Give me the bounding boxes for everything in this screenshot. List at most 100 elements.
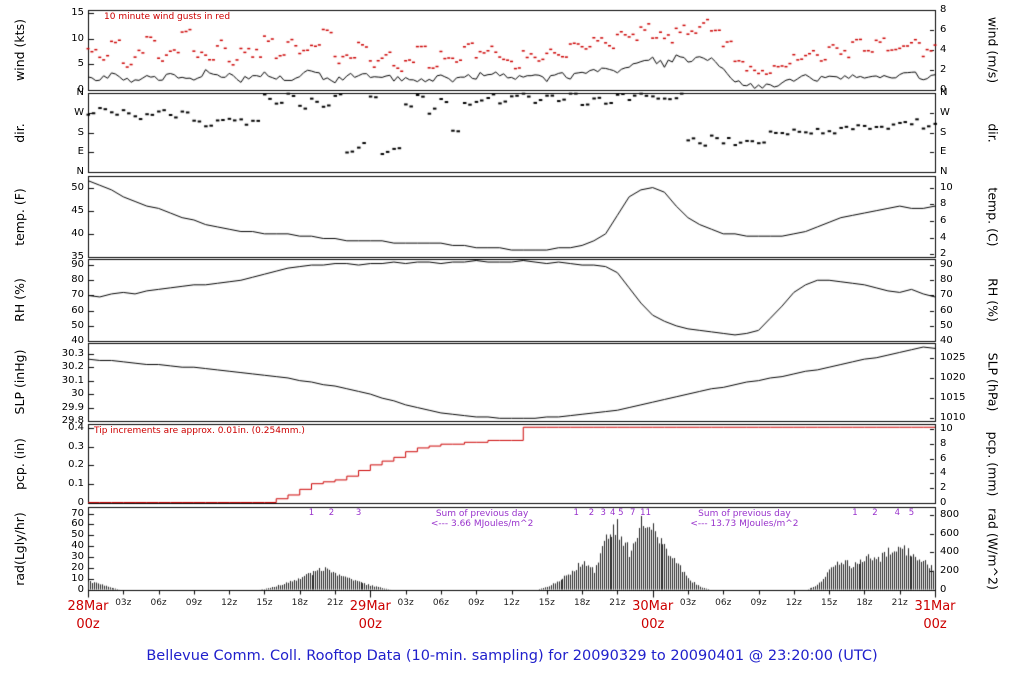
tick-label-right-temp: 8 bbox=[940, 198, 947, 210]
rad-sum-annotation-line2: <--- 3.66 MJoules/m^2 bbox=[430, 519, 534, 529]
tick-label-right-rh: 40 bbox=[940, 335, 953, 346]
tick-label-left-rh: 80 bbox=[71, 274, 84, 286]
tick-label-left-rad: 30 bbox=[71, 551, 84, 563]
tick-label-right-dir: S bbox=[940, 126, 947, 138]
rad-hour-marker: 2 bbox=[328, 508, 335, 518]
tick-label-left-pcp: 0.1 bbox=[68, 478, 84, 490]
rad-hour-marker: 7 bbox=[629, 508, 636, 518]
tick-label-left-pcp: 0.4 bbox=[68, 421, 84, 433]
tick-label-left-rh: 40 bbox=[71, 335, 84, 346]
tick-label-right-wind: 8 bbox=[940, 4, 947, 16]
x-tick-label: 15z bbox=[821, 598, 838, 608]
tick-label-left-pcp: 0.3 bbox=[68, 440, 84, 452]
tick-label-right-temp: 4 bbox=[940, 231, 947, 243]
rad-hour-marker: 5 bbox=[618, 508, 624, 518]
tick-label-left-rad: 40 bbox=[71, 540, 84, 552]
tick-label-left-temp: 50 bbox=[71, 181, 84, 193]
x-tick-label: 06z bbox=[715, 598, 732, 608]
tick-label-right-wind: 0 bbox=[940, 84, 947, 95]
tick-label-left-temp: 35 bbox=[71, 251, 84, 262]
axis-title-left-rad: rad(Lgly/hr) bbox=[11, 511, 27, 586]
tick-label-right-dir: E bbox=[940, 146, 947, 158]
tick-label-right-slp: 1020 bbox=[940, 371, 966, 383]
tick-label-right-wind: 2 bbox=[940, 64, 947, 76]
x-day-label-date: 31Mar bbox=[914, 599, 956, 614]
rad-sum-annotation-line1: Sum of previous day bbox=[435, 509, 529, 519]
x-tick-label: 03z bbox=[679, 598, 697, 608]
x-tick-label: 21z bbox=[609, 598, 626, 608]
rad-hour-marker: 1 bbox=[573, 508, 579, 518]
tick-label-left-rad: 70 bbox=[71, 507, 84, 519]
x-tick-label: 12z bbox=[785, 598, 802, 608]
tick-label-right-dir: W bbox=[940, 106, 950, 118]
tick-label-right-pcp: 10 bbox=[940, 422, 953, 434]
rad-hour-marker: 1 bbox=[308, 508, 315, 518]
axis-title-left-temp: temp. (F) bbox=[11, 187, 27, 246]
tick-label-left-dir: E bbox=[77, 146, 84, 158]
tick-label-left-temp: 45 bbox=[71, 204, 84, 216]
tick-label-left-rad: 50 bbox=[71, 529, 84, 541]
tick-label-left-dir: N bbox=[76, 166, 84, 177]
axis-title-right-pcp: pcp. (mm) bbox=[985, 431, 1001, 496]
x-tick-label: 21z bbox=[326, 598, 344, 608]
axis-title-right-wind: wind (m/s) bbox=[985, 16, 1001, 84]
tick-label-right-wind: 4 bbox=[940, 44, 947, 56]
tick-label-left-dir: N bbox=[76, 87, 84, 98]
rad-hour-marker: 1 bbox=[852, 508, 858, 518]
panel-note-wind: 10 minute wind gusts in red bbox=[104, 12, 231, 22]
axis-title-right-temp: temp. (C) bbox=[985, 186, 1001, 247]
tick-label-left-pcp: 0.2 bbox=[68, 459, 84, 471]
tick-label-left-slp: 30 bbox=[71, 388, 84, 400]
x-tick-label: 18z bbox=[573, 598, 591, 608]
rad-sum-annotation-line2: <--- 13.73 MJoules/m^2 bbox=[690, 519, 799, 529]
tick-label-right-wind: 6 bbox=[940, 24, 947, 36]
axis-title-right-rad: rad (W/m^2) bbox=[985, 507, 1001, 590]
axis-title-right-slp: SLP (hPa) bbox=[985, 352, 1001, 412]
tick-label-left-rh: 60 bbox=[71, 304, 84, 316]
axis-title-left-dir: dir. bbox=[11, 122, 27, 143]
x-tick-label: 03z bbox=[397, 598, 414, 608]
tick-label-left-slp: 29.8 bbox=[61, 415, 84, 426]
x-day-label-time: 00z bbox=[358, 617, 383, 632]
tick-label-right-rad: 600 bbox=[940, 527, 960, 539]
tick-label-left-rh: 70 bbox=[71, 289, 84, 301]
axis-title-left-slp: SLP (inHg) bbox=[11, 349, 27, 415]
x-day-label-time: 00z bbox=[640, 617, 665, 632]
tick-label-right-dir: N bbox=[940, 87, 948, 98]
x-tick-label: 21z bbox=[891, 598, 908, 608]
figure-caption: Bellevue Comm. Coll. Rooftop Data (10-mi… bbox=[146, 648, 878, 664]
panel-note-pcp: Tip increments are approx. 0.01in. (0.25… bbox=[94, 426, 305, 436]
tick-label-right-pcp: 4 bbox=[940, 467, 947, 479]
tick-label-left-rad: 10 bbox=[71, 573, 84, 585]
tick-label-left-wind: 5 bbox=[77, 58, 84, 70]
tick-label-right-temp: 10 bbox=[940, 181, 953, 193]
x-tick-label: 06z bbox=[432, 598, 449, 608]
x-tick-label: 09z bbox=[750, 598, 767, 608]
rad-hour-marker: 4 bbox=[894, 508, 901, 518]
tick-label-left-temp: 40 bbox=[71, 227, 84, 239]
rad-sum-annotation-line1: Sum of previous day bbox=[698, 509, 791, 519]
tick-label-right-rh: 50 bbox=[940, 319, 953, 331]
x-tick-label: 15z bbox=[538, 598, 555, 608]
tick-label-left-slp: 30.3 bbox=[61, 347, 84, 359]
axis-title-right-dir: dir. bbox=[985, 122, 1001, 143]
tick-label-right-slp: 1015 bbox=[940, 391, 966, 403]
x-day-label-time: 00z bbox=[923, 617, 947, 632]
tick-label-right-rh: 70 bbox=[940, 289, 953, 301]
rad-hour-marker: 2 bbox=[588, 508, 595, 518]
x-day-label-time: 00z bbox=[76, 617, 100, 632]
rad-hour-marker: 4 bbox=[609, 508, 616, 518]
rad-hour-marker: 5 bbox=[908, 508, 915, 518]
rad-hour-marker: 3 bbox=[600, 508, 606, 518]
tick-label-right-temp: 6 bbox=[940, 214, 947, 226]
tick-label-left-wind: 10 bbox=[71, 32, 84, 44]
x-tick-label: 18z bbox=[856, 598, 873, 608]
tick-label-left-pcp: 0 bbox=[77, 497, 84, 508]
x-tick-label: 12z bbox=[221, 598, 238, 608]
tick-label-left-dir: S bbox=[77, 126, 84, 138]
x-tick-label: 06z bbox=[150, 598, 167, 608]
tick-label-right-temp: 2 bbox=[940, 248, 947, 260]
tick-label-right-rh: 90 bbox=[940, 259, 953, 271]
